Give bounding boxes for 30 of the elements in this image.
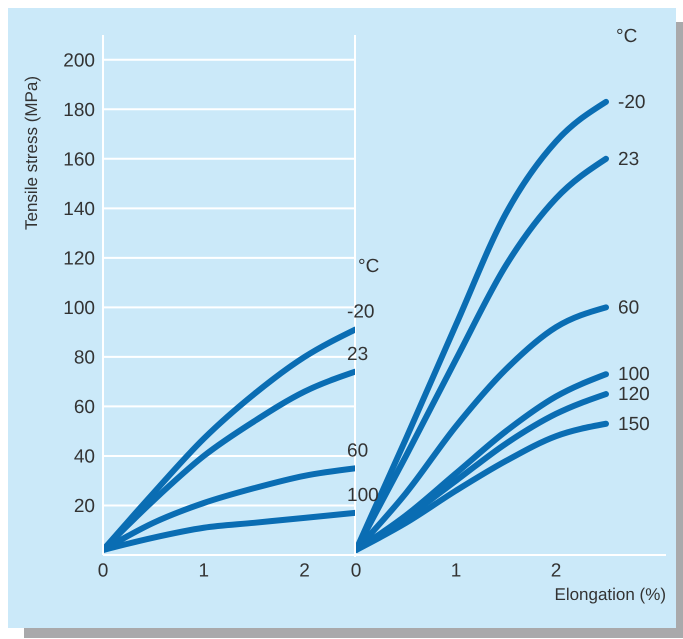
y-tick-label: 180 [63, 100, 95, 122]
series-label: 100 [347, 484, 379, 506]
series-label: 60 [347, 440, 368, 462]
y-tick-label: 60 [74, 397, 95, 418]
x-tick-label: 2 [299, 560, 310, 582]
y-tick-label: 200 [63, 50, 95, 72]
x-tick-label: 2 [550, 560, 562, 582]
y-tick-label: 160 [63, 150, 95, 171]
series-label: 150 [618, 414, 650, 435]
y-tick-label: 140 [63, 199, 95, 220]
x-tick-label: 0 [98, 560, 108, 582]
x-tick-label: 1 [450, 560, 462, 582]
series-label: 60 [618, 297, 640, 318]
legend-title: °C [616, 26, 638, 48]
x-tick-label: 1 [198, 560, 210, 582]
y-tick-label: 20 [74, 496, 95, 518]
series-label: 120 [618, 384, 650, 406]
x-tick-label: 0 [350, 560, 362, 582]
y-tick-label: 40 [74, 446, 95, 468]
y-axis-title: Tensile stress (MPa) [22, 76, 42, 230]
series-label: 100 [618, 364, 650, 386]
series-label: 23 [347, 344, 368, 365]
series-label: -20 [618, 92, 646, 113]
legend-title: °C [358, 256, 380, 278]
y-tick-label: 80 [74, 348, 95, 369]
series-label: -20 [347, 302, 374, 323]
x-axis-title: Elongation (%) [554, 585, 666, 604]
series-label: 23 [618, 148, 640, 170]
y-tick-label: 100 [63, 298, 95, 320]
y-tick-label: 120 [63, 248, 95, 270]
